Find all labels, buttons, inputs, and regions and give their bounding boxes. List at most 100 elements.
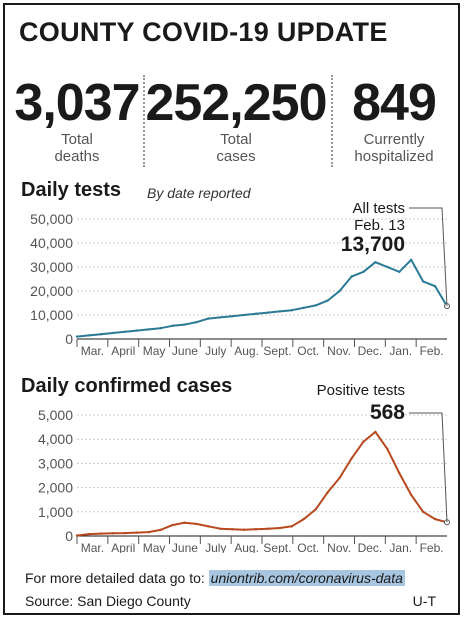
cases-chart-title: Daily confirmed cases [21, 375, 233, 397]
cases-data-point [171, 523, 174, 527]
tests-data-point [183, 323, 186, 326]
cases-x-tick-label: May [143, 541, 166, 553]
cases-data-point [87, 532, 91, 536]
cases-data-point [409, 493, 413, 497]
tests-data-point [338, 289, 341, 293]
cases-data-point [219, 527, 222, 530]
cases-y-tick-label: 3,000 [38, 455, 73, 471]
cases-data-point [278, 526, 282, 530]
stat-hospitalized: 849 Currently hospitalized [335, 75, 453, 165]
cases-y-tick-label: 0 [65, 528, 73, 544]
cases-y-tick-label: 4,000 [38, 431, 73, 447]
tests-x-tick-label: Feb. [420, 344, 444, 358]
cases-x-tick-label: Jan. [389, 541, 412, 553]
tests-x-tick-label: Oct. [297, 344, 319, 358]
cases-data-point [135, 531, 138, 534]
tests-series-line [76, 258, 448, 338]
tests-data-point [326, 299, 329, 302]
cases-data-point [350, 457, 353, 460]
cases-data-point [254, 528, 258, 531]
tests-data-point [398, 270, 401, 273]
cases-annotation-line1: Positive tests [317, 382, 405, 399]
tests-data-point [111, 331, 115, 335]
tests-data-point [207, 317, 210, 320]
cases-data-point [374, 430, 377, 434]
tests-data-point [314, 304, 317, 307]
cases-data-point [326, 491, 329, 494]
tests-annotation-leader [409, 207, 448, 307]
tests-y-tick-label: 0 [65, 331, 73, 347]
stat-cases-value: 252,250 [145, 74, 328, 132]
cases-annotation-value: 568 [370, 401, 405, 424]
footer-credit: U-T [412, 593, 436, 609]
tests-data-point [87, 334, 91, 337]
stat-divider [331, 75, 333, 167]
tests-data-point [278, 310, 282, 313]
cases-data-point [111, 532, 115, 535]
tests-data-point [135, 329, 138, 332]
tests-y-tick-label: 50,000 [30, 211, 73, 227]
tests-x-tick-label: Dec. [358, 344, 383, 358]
tests-data-point [409, 258, 413, 261]
tests-y-tick-label: 10,000 [30, 307, 73, 323]
data-link[interactable]: uniontrib.com/coronavirus-data [208, 570, 405, 586]
infographic-frame: COUNTY COVID-19 UPDATE 3,037 Total death… [3, 3, 460, 615]
tests-y-tick-label: 30,000 [30, 259, 73, 275]
stat-hospitalized-label-2: hospitalized [354, 148, 434, 165]
tests-x-tick-label: Sept. [263, 344, 291, 358]
cases-data-point [314, 508, 317, 511]
tests-y-tick-label: 20,000 [30, 283, 73, 299]
cases-data-point [183, 521, 186, 524]
tests-data-point [290, 309, 294, 312]
tests-chart-title: Daily tests [21, 179, 122, 201]
cases-data-point [386, 447, 389, 451]
tests-x-tick-label: April [111, 344, 135, 358]
cases-data-point [207, 525, 210, 528]
tests-x-tick-label: May [143, 344, 166, 358]
stat-cases-label-2: cases [216, 148, 256, 165]
cases-x-tick-label: Oct. [297, 541, 319, 553]
cases-data-point [266, 527, 270, 530]
cases-data-point [147, 530, 150, 534]
stat-deaths-value: 3,037 [14, 74, 140, 132]
tests-x-tick-label: Aug. [234, 344, 259, 358]
cases-data-point [362, 440, 365, 443]
cases-series-line [76, 430, 448, 537]
cases-y-tick-label: 5,000 [38, 407, 73, 423]
cases-data-point [302, 517, 305, 521]
tests-annotation-line1: All tests [352, 201, 405, 217]
tests-data-point [230, 315, 234, 318]
tests-x-tick-label: Jan. [389, 344, 412, 358]
cases-x-tick-label: Dec. [358, 541, 383, 553]
tests-data-point [386, 265, 389, 269]
cases-data-point [338, 476, 341, 480]
tests-x-tick-label: July [205, 344, 226, 358]
stat-cases: 252,250 Total cases [145, 74, 328, 165]
cases-x-tick-label: April [111, 541, 135, 553]
cases-annotation-leader [409, 412, 448, 523]
stat-deaths-label-2: deaths [54, 148, 100, 165]
cases-x-tick-label: Nov. [327, 541, 351, 553]
tests-data-point [195, 321, 198, 324]
stat-hospitalized-value: 849 [352, 74, 437, 132]
cases-data-point [242, 528, 246, 531]
cases-x-tick-label: Mar. [81, 541, 104, 553]
stat-deaths: 3,037 Total deaths [13, 75, 141, 165]
tests-x-tick-label: June [172, 344, 198, 358]
tests-data-point [75, 335, 79, 338]
cases-data-point [75, 534, 79, 537]
cases-y-tick-label: 1,000 [38, 504, 73, 520]
tests-data-point [362, 270, 365, 273]
tests-y-tick-label: 40,000 [30, 235, 73, 251]
tests-data-point [433, 285, 437, 288]
stat-cases-label-1: Total [220, 131, 252, 148]
tests-chart-subtitle: By date reported [147, 185, 251, 201]
tests-chart: 0 10,000 20,000 30,000 40,000 50,000 Mar. April… [30, 201, 450, 358]
tests-data-point [266, 311, 270, 314]
tests-annotation-value: 13,700 [341, 233, 405, 256]
cases-y-tick-label: 2,000 [38, 480, 73, 496]
headline: COUNTY COVID-19 UPDATE [19, 17, 388, 47]
footer-lead: For more detailed data go to: [25, 570, 209, 586]
tests-data-point [374, 261, 377, 264]
tests-data-point [242, 313, 246, 317]
